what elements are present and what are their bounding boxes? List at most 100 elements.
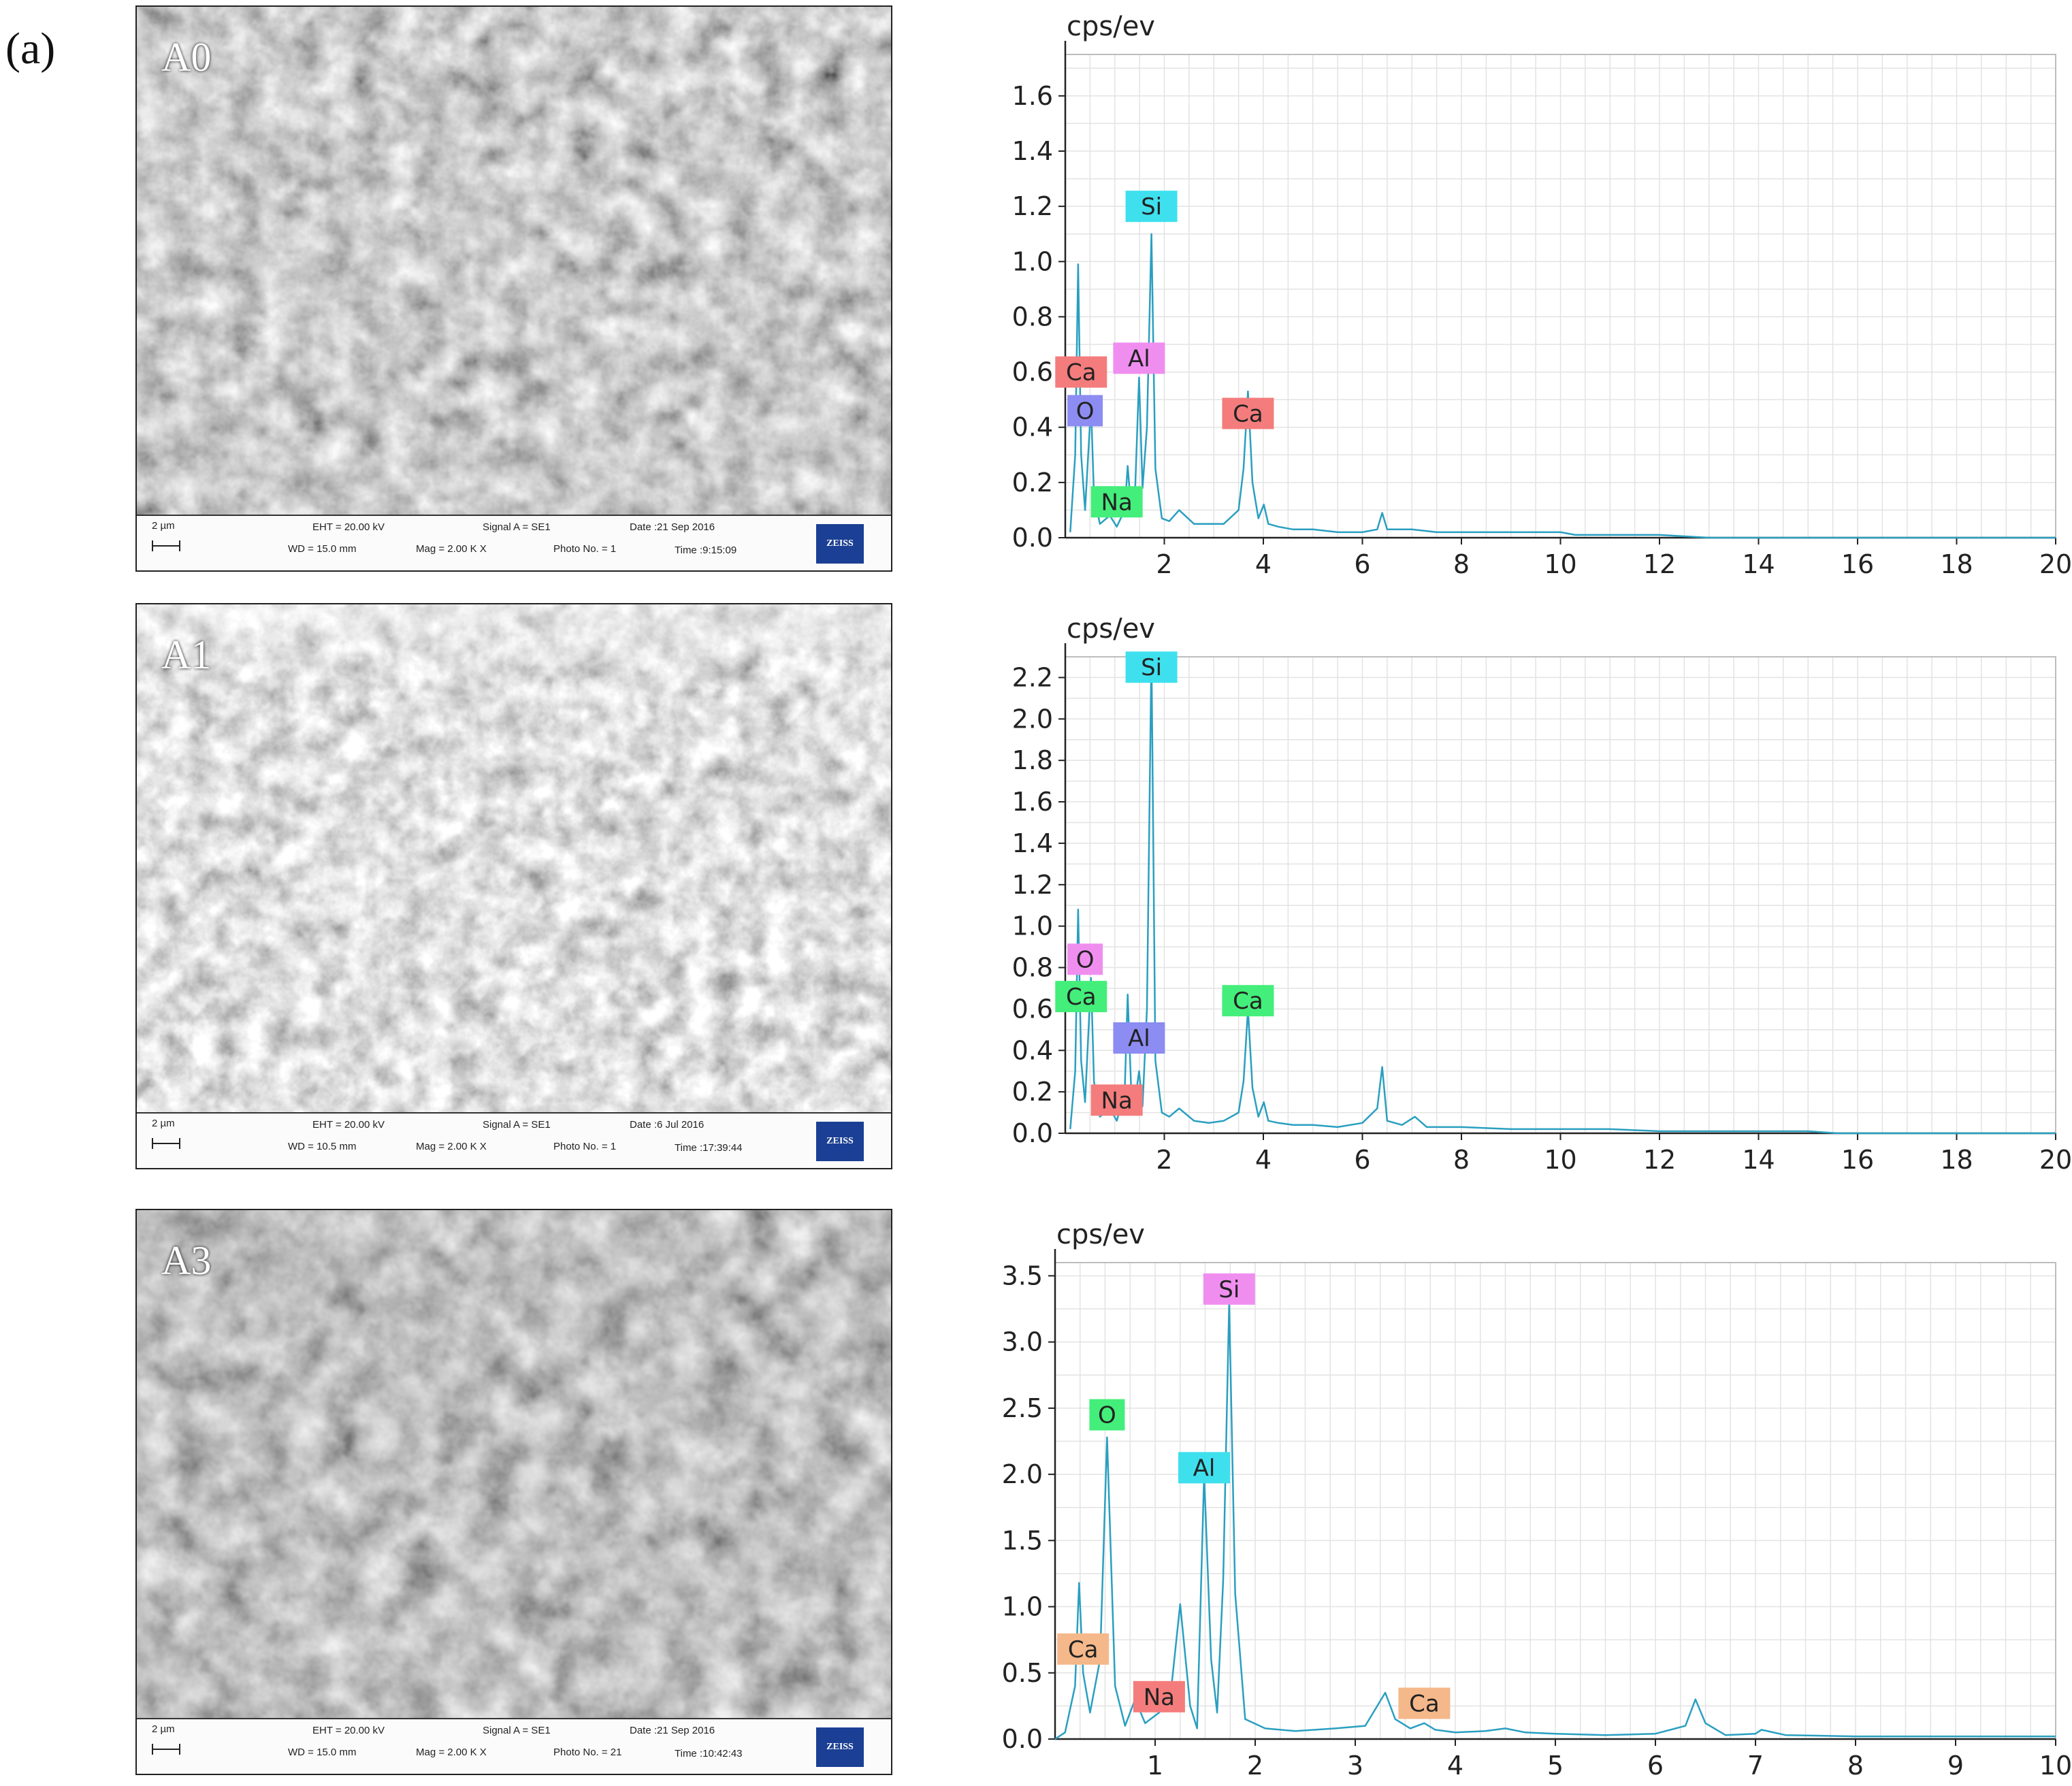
y-tick-label: 0.2 xyxy=(1012,468,1053,498)
x-tick-label: 16 xyxy=(1841,1145,1874,1175)
x-tick-label: 20 xyxy=(2039,1145,2072,1175)
peak-label-box xyxy=(1398,1687,1451,1719)
scale-label: 2 µm xyxy=(152,520,175,532)
x-tick-label: 2 xyxy=(1156,549,1172,579)
sem-sample-label: A1 xyxy=(161,632,212,677)
peak-label-box xyxy=(1178,1452,1231,1484)
time-text: Time :17:39:44 xyxy=(675,1142,743,1154)
peak-label-text: O xyxy=(1098,1402,1116,1429)
peak-label-al: Al xyxy=(1178,1452,1231,1484)
date-text: Date :21 Sep 2016 xyxy=(630,1725,715,1736)
x-tick-label: 3 xyxy=(1347,1751,1363,1781)
sem-info-bar: 2 µm EHT = 20.00 kV WD = 15.0 mm Signal … xyxy=(137,1718,891,1774)
peak-label-o: O xyxy=(1089,1399,1125,1431)
y-tick-label: 1.2 xyxy=(1012,191,1053,221)
peak-label-box xyxy=(1113,1022,1165,1054)
sem-image-a0: A0 2 µm EHT = 20.00 kV WD = 15.0 mm Sign… xyxy=(135,5,892,572)
x-tick-label: 18 xyxy=(1940,1145,1973,1175)
y-tick-label: 0.6 xyxy=(1012,357,1053,387)
peak-label-ca: Ca xyxy=(1057,1633,1110,1665)
x-tick-label: 18 xyxy=(1940,549,1973,579)
peak-label-ca: Ca xyxy=(1222,397,1274,429)
y-tick-label: 2.2 xyxy=(1012,662,1053,692)
peak-label-text: Si xyxy=(1141,654,1162,681)
y-tick-label: 1.6 xyxy=(1012,81,1053,111)
peak-label-si: Si xyxy=(1125,191,1178,223)
x-tick-label: 8 xyxy=(1453,1145,1470,1175)
y-tick-label: 0.2 xyxy=(1012,1077,1053,1107)
y-tick-label: 1.6 xyxy=(1012,787,1053,817)
peak-label-box xyxy=(1125,651,1178,683)
mag-text: Mag = 2.00 K X xyxy=(416,543,487,555)
peak-label-text: Na xyxy=(1144,1684,1175,1711)
peak-label-text: Al xyxy=(1193,1455,1216,1482)
y-tick-label: 2.5 xyxy=(1002,1393,1043,1423)
x-tick-label: 14 xyxy=(1742,1145,1775,1175)
spectrum-line xyxy=(1054,1301,2056,1740)
sem-sample-label: A0 xyxy=(161,35,212,80)
sem-sample-label: A3 xyxy=(161,1238,212,1283)
time-text: Time :10:42:43 xyxy=(675,1748,743,1759)
peak-label-box xyxy=(1125,191,1178,223)
peak-label-ca: Ca xyxy=(1055,356,1107,388)
signal-text: Signal A = SE1 xyxy=(483,1119,551,1131)
eht-text: EHT = 20.00 kV xyxy=(312,1119,385,1131)
y-tick-label: 1.2 xyxy=(1012,870,1053,900)
y-tick-label: 3.0 xyxy=(1002,1327,1043,1357)
time-text: Time :9:15:09 xyxy=(675,545,737,556)
peak-label-text: Si xyxy=(1141,193,1162,221)
x-tick-label: 7 xyxy=(1747,1751,1764,1781)
eds-spectrum-a1: 0.0 0.2 0.4 0.6 0.8 1.0 1.2 1.4 1.6 1.8 2.0 2.2 2 4 6 8… xyxy=(1012,613,2072,1175)
y-tick-label: 0.0 xyxy=(1012,1118,1053,1148)
peak-label-text: Na xyxy=(1101,1087,1133,1114)
sem-texture xyxy=(137,7,891,516)
photo-text: Photo No. = 21 xyxy=(553,1747,622,1758)
mag-text: Mag = 2.00 K X xyxy=(416,1747,487,1758)
scale-label: 2 µm xyxy=(152,1118,175,1129)
signal-text: Signal A = SE1 xyxy=(483,1725,551,1736)
photo-text: Photo No. = 1 xyxy=(553,543,617,555)
peak-label-o: O xyxy=(1067,395,1103,427)
x-tick-label: 4 xyxy=(1255,1145,1272,1175)
scale-bar xyxy=(152,1744,180,1755)
peak-label-ca: Ca xyxy=(1398,1687,1451,1719)
x-tick-label: 6 xyxy=(1354,549,1370,579)
spectrum-line xyxy=(1069,233,2056,539)
x-tick-label: 8 xyxy=(1847,1751,1864,1781)
peak-label-text: Ca xyxy=(1068,1636,1099,1663)
y-tick-label: 0.6 xyxy=(1012,994,1053,1024)
peak-label-box xyxy=(1113,342,1165,374)
peak-label-text: Si xyxy=(1218,1276,1240,1303)
y-axis-label: cps/ev xyxy=(1067,11,1155,42)
figure-label: (a) xyxy=(5,24,56,74)
peak-label-box xyxy=(1055,356,1107,388)
peak-label-si: Si xyxy=(1125,651,1178,683)
peak-label-text: Na xyxy=(1101,489,1133,516)
peak-label-text: Ca xyxy=(1066,984,1097,1011)
y-axis-label: cps/ev xyxy=(1056,1219,1145,1250)
x-tick-label: 16 xyxy=(1841,549,1874,579)
peak-label-box xyxy=(1203,1273,1255,1305)
zeiss-logo: ZEISS xyxy=(816,524,864,564)
y-tick-label: 0.8 xyxy=(1012,953,1053,983)
peak-label-ca: Ca xyxy=(1222,985,1274,1017)
spectrum-line xyxy=(1069,651,2056,1135)
wd-text: WD = 15.0 mm xyxy=(288,1747,357,1758)
peak-label-box xyxy=(1222,985,1274,1017)
eht-text: EHT = 20.00 kV xyxy=(312,1725,385,1736)
peak-label-al: Al xyxy=(1113,1022,1165,1054)
date-text: Date :6 Jul 2016 xyxy=(630,1119,705,1131)
y-tick-label: 1.4 xyxy=(1012,136,1053,166)
peak-label-text: Al xyxy=(1128,345,1150,372)
scale-label: 2 µm xyxy=(152,1723,175,1735)
date-text: Date :21 Sep 2016 xyxy=(630,521,715,533)
x-tick-label: 14 xyxy=(1742,549,1775,579)
peak-label-text: O xyxy=(1076,946,1095,973)
y-tick-label: 0.0 xyxy=(1012,523,1053,553)
peak-label-box xyxy=(1067,395,1103,427)
eds-spectrum-a0: 0.0 0.2 0.4 0.6 0.8 1.0 1.2 1.4 1.6 2 4 6 8 10 12 14 16 1… xyxy=(1012,11,2072,579)
photo-text: Photo No. = 1 xyxy=(553,1141,617,1152)
peak-label-box xyxy=(1090,1084,1143,1116)
peak-label-text: Ca xyxy=(1233,988,1263,1015)
peak-label-box xyxy=(1089,1399,1125,1431)
